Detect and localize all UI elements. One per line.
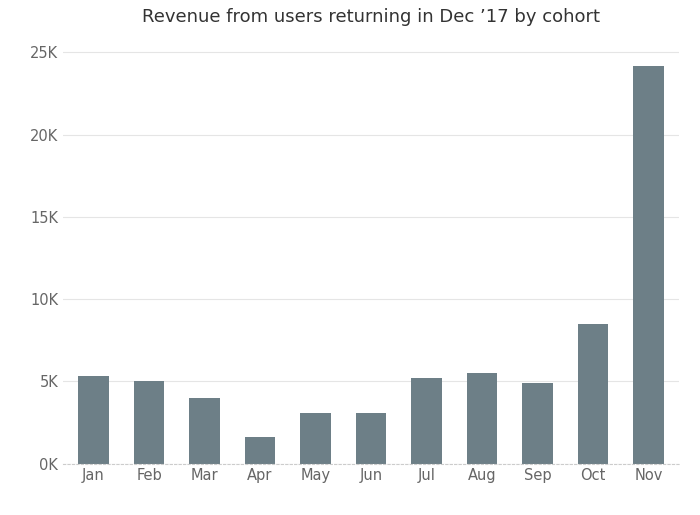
Bar bbox=[522, 383, 553, 464]
Bar bbox=[245, 437, 275, 464]
Bar bbox=[300, 413, 331, 464]
Bar bbox=[411, 378, 442, 464]
Bar bbox=[78, 376, 108, 464]
Bar bbox=[189, 398, 220, 464]
Bar bbox=[134, 381, 164, 464]
Title: Revenue from users returning in Dec ’17 by cohort: Revenue from users returning in Dec ’17 … bbox=[142, 8, 600, 26]
Bar bbox=[634, 65, 664, 464]
Bar bbox=[578, 324, 608, 464]
Bar bbox=[356, 413, 386, 464]
Bar bbox=[467, 373, 497, 464]
